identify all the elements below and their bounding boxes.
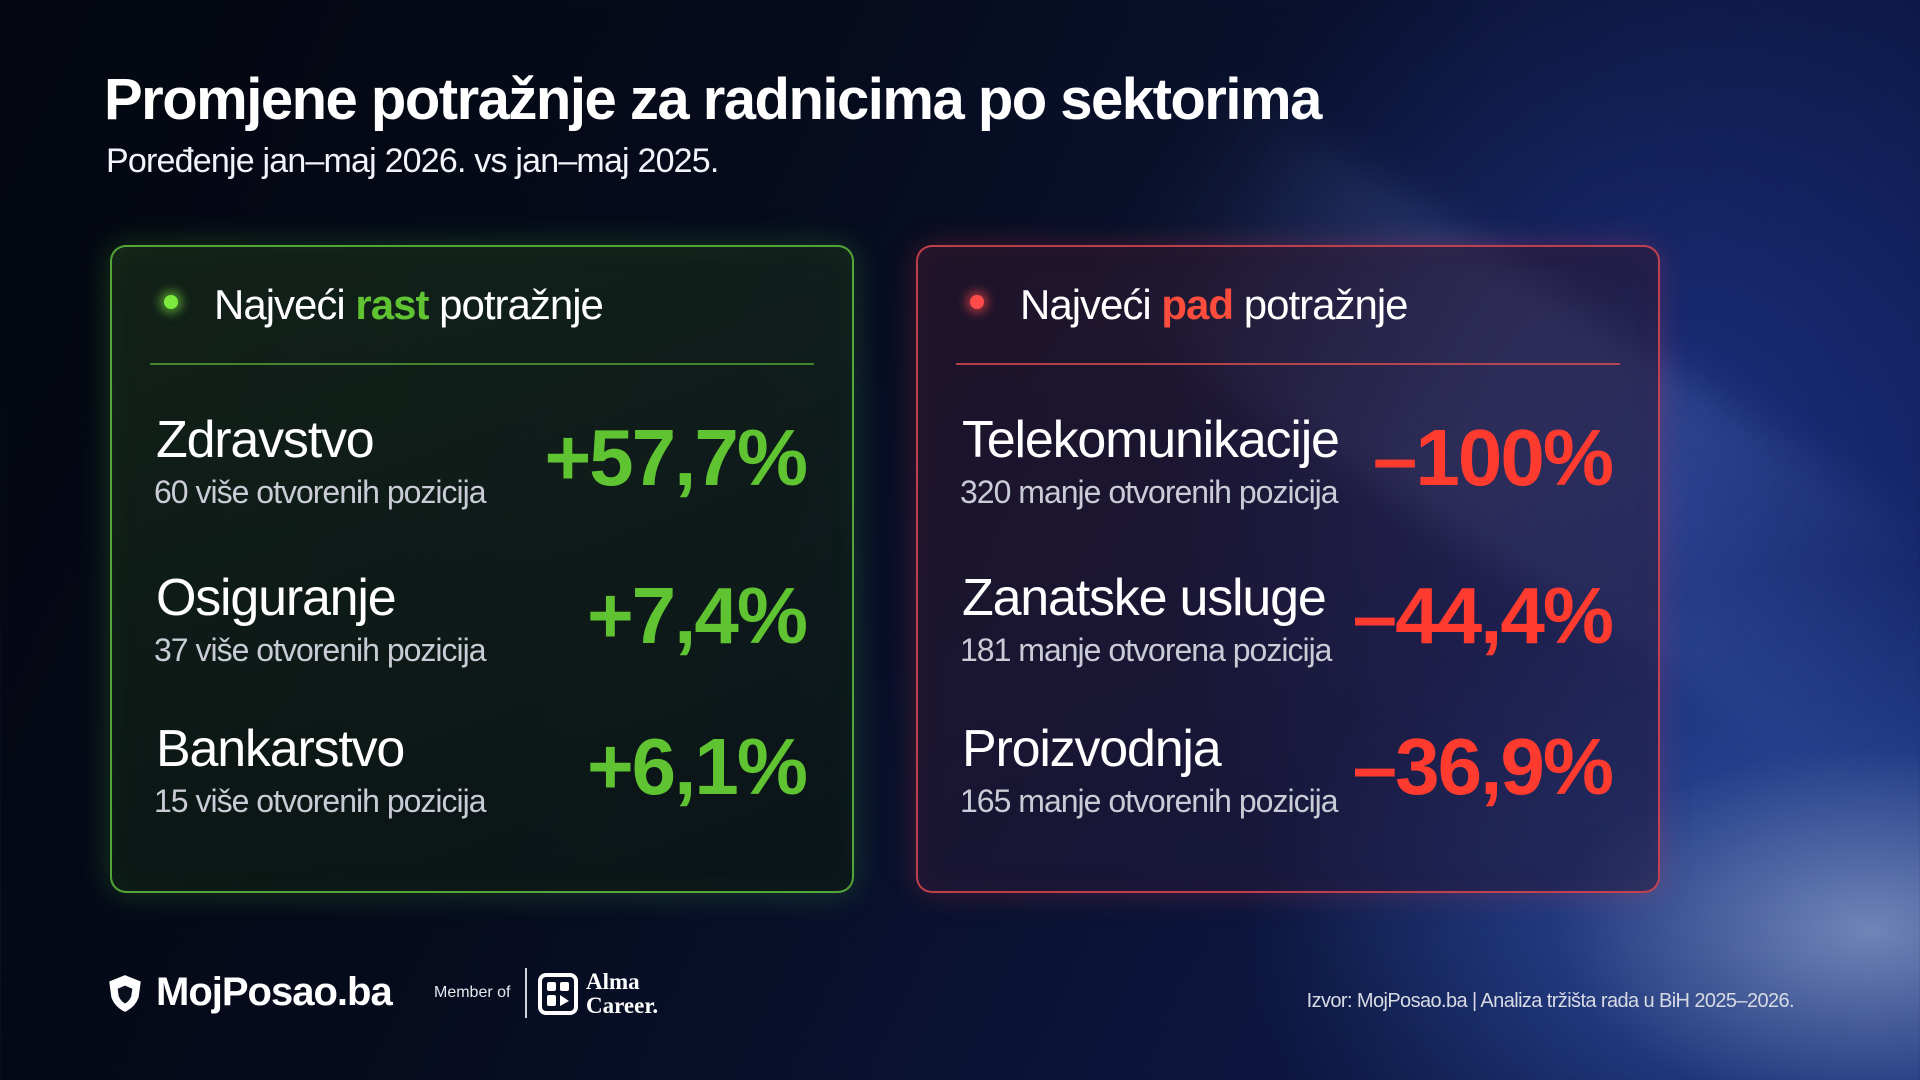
- sector-detail: 15 više otvorenih pozicija: [154, 783, 487, 819]
- growth-panel-heading: Najveći rast potražnje: [150, 247, 814, 363]
- growth-row: Zdravstvo 60 više otvorenih pozicija +57…: [150, 410, 814, 550]
- decline-panel-heading: Najveći pad potražnje: [956, 247, 1620, 363]
- page-title: Promjene potražnje za radnicima po sekto…: [104, 67, 1322, 132]
- red-dot-icon: [970, 295, 984, 309]
- footer-divider: [525, 968, 527, 1018]
- growth-divider: [150, 363, 814, 365]
- sector-name: Proizvodnja: [962, 720, 1222, 778]
- decline-row: Proizvodnja 165 manje otvorenih pozicija…: [956, 719, 1620, 859]
- decline-row: Zanatske usluge 181 manje otvorena pozic…: [956, 568, 1620, 708]
- sector-name: Telekomunikacije: [962, 411, 1340, 469]
- heading-suffix: potražnje: [1243, 281, 1409, 328]
- partner-name-line1: Alma: [586, 969, 640, 994]
- partner-name-line2: Career.: [586, 993, 659, 1018]
- member-of-label: Member of: [434, 984, 511, 1001]
- growth-panel: Najveći rast potražnje Zdravstvo 60 više…: [110, 245, 854, 893]
- decline-row: Telekomunikacije 320 manje otvorenih poz…: [956, 410, 1620, 550]
- partner-logo: Alma Career.: [538, 970, 658, 1018]
- heading-prefix: Najveći: [214, 281, 346, 328]
- page-subtitle: Poređenje jan–maj 2026. vs jan–maj 2025.: [106, 142, 719, 180]
- brand-logo: MojPosao.ba: [104, 970, 393, 1015]
- source-note: Izvor: MojPosao.ba | Analiza tržišta rad…: [1306, 990, 1795, 1012]
- sector-change: +6,1%: [586, 722, 808, 811]
- sector-change: –44,4%: [1352, 571, 1614, 660]
- sector-name: Osiguranje: [156, 569, 397, 627]
- heading-highlight: rast: [355, 281, 429, 328]
- sector-change: +7,4%: [586, 571, 808, 660]
- alma-career-logo-icon: [538, 973, 578, 1015]
- sector-change: +57,7%: [544, 413, 808, 502]
- sector-detail: 37 više otvorenih pozicija: [154, 632, 487, 668]
- sector-change: –100%: [1372, 413, 1614, 502]
- brand-name: MojPosao.ba: [156, 970, 393, 1014]
- sector-name: Zanatske usluge: [962, 569, 1327, 627]
- heading-prefix: Najveći: [1020, 281, 1152, 328]
- sector-name: Bankarstvo: [156, 720, 405, 778]
- decline-panel: Najveći pad potražnje Telekomunikacije 3…: [916, 245, 1660, 893]
- sector-name: Zdravstvo: [156, 411, 375, 469]
- sector-detail: 181 manje otvorena pozicija: [960, 632, 1332, 668]
- sector-change: –36,9%: [1352, 722, 1614, 811]
- sector-detail: 165 manje otvorenih pozicija: [960, 783, 1339, 819]
- sector-detail: 60 više otvorenih pozicija: [154, 474, 487, 510]
- shield-logo-icon: [109, 974, 141, 1012]
- sector-detail: 320 manje otvorenih pozicija: [960, 474, 1339, 510]
- green-dot-icon: [164, 295, 178, 309]
- growth-row: Osiguranje 37 više otvorenih pozicija +7…: [150, 568, 814, 708]
- growth-row: Bankarstvo 15 više otvorenih pozicija +6…: [150, 719, 814, 859]
- heading-highlight: pad: [1161, 281, 1234, 328]
- decline-divider: [956, 363, 1620, 365]
- heading-suffix: potražnje: [439, 281, 604, 328]
